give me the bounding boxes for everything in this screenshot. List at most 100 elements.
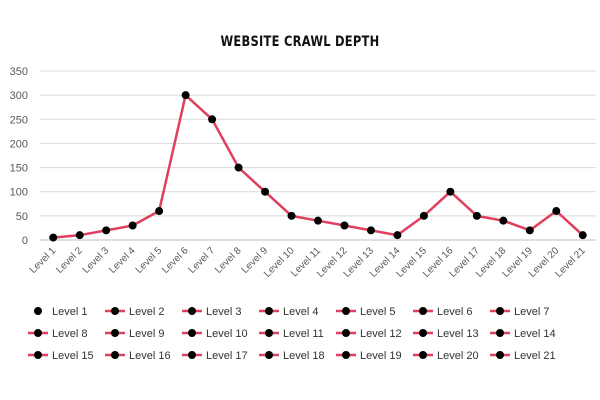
legend-swatch-marker — [419, 307, 427, 315]
legend-swatch-marker — [496, 351, 504, 359]
series-line-segment — [502, 219, 532, 232]
legend-swatch-marker — [111, 307, 119, 315]
legend-swatch-marker — [265, 307, 273, 315]
legend-label: Level 8 — [52, 328, 87, 340]
series-line-segment — [343, 224, 373, 232]
legend-swatch-marker — [188, 351, 196, 359]
y-tick-label: 300 — [10, 90, 28, 102]
legend-item: Level 8 — [28, 328, 87, 340]
legend-label: Level 7 — [514, 306, 549, 318]
legend-label: Level 1 — [52, 306, 87, 318]
legend-label: Level 18 — [283, 350, 325, 362]
y-axis-ticks: 0 50 100 150 200 250 300 350 — [10, 66, 28, 247]
legend-swatch-marker — [342, 329, 350, 337]
data-point — [525, 226, 534, 235]
data-point — [155, 207, 164, 216]
series-line-segment — [51, 233, 81, 239]
legend-swatch-marker — [419, 351, 427, 359]
legend-swatch-marker — [34, 307, 42, 315]
legend-label: Level 21 — [514, 350, 556, 362]
gridlines — [40, 70, 596, 241]
legend-item: Level 3 — [182, 306, 241, 318]
data-point — [102, 226, 111, 235]
legend-item: Level 7 — [490, 306, 549, 318]
legend-label: Level 6 — [437, 306, 472, 318]
series-line-segment — [78, 229, 108, 237]
legend-label: Level 20 — [437, 350, 479, 362]
series-line-segment — [422, 190, 452, 218]
y-tick-label: 0 — [22, 235, 28, 247]
legend-swatch-marker — [342, 307, 350, 315]
y-tick-label: 350 — [10, 66, 28, 78]
legend-label: Level 19 — [360, 350, 402, 362]
legend-item: Level 2 — [105, 306, 164, 318]
legend-swatch-marker — [496, 329, 504, 337]
series-line-segment — [396, 214, 426, 237]
series-line-segment — [316, 219, 346, 227]
data-point — [181, 91, 190, 100]
y-tick-label: 50 — [16, 211, 28, 223]
legend-swatch-marker — [265, 351, 273, 359]
series-line-segment — [290, 214, 320, 222]
x-tick-label: Level 1 — [28, 245, 59, 276]
legend-item: Level 6 — [413, 306, 472, 318]
legend-item: Level 18 — [259, 350, 325, 362]
y-tick-label: 200 — [10, 138, 28, 150]
legend-label: Level 5 — [360, 306, 395, 318]
legend-label: Level 9 — [129, 328, 164, 340]
legend-label: Level 16 — [129, 350, 171, 362]
legend-item: Level 14 — [490, 328, 556, 340]
x-tick-label: Level 21 — [553, 245, 588, 280]
data-point — [128, 221, 137, 230]
series-line-segment — [184, 93, 214, 121]
legend-label: Level 14 — [514, 328, 556, 340]
legend-label: Level 15 — [52, 350, 94, 362]
series-line-segment — [131, 209, 161, 227]
legend-label: Level 13 — [437, 328, 479, 340]
data-point — [446, 187, 455, 196]
series-line-segment — [104, 224, 134, 232]
legend: Level 1 Level 2 Level 3 Level 4 Level 5 Level… — [28, 306, 556, 362]
legend-swatch-marker — [496, 307, 504, 315]
data-point — [287, 211, 296, 220]
data-point — [340, 221, 349, 230]
data-points — [49, 91, 587, 242]
legend-label: Level 10 — [206, 328, 248, 340]
legend-swatch-marker — [188, 329, 196, 337]
data-point — [49, 233, 58, 242]
legend-label: Level 17 — [206, 350, 248, 362]
legend-swatch-marker — [111, 351, 119, 359]
y-tick-label: 100 — [10, 187, 28, 199]
data-point — [499, 216, 508, 225]
series-line-segment — [210, 118, 240, 169]
legend-label: Level 2 — [129, 306, 164, 318]
legend-swatch-marker — [342, 351, 350, 359]
data-point — [261, 187, 270, 196]
data-point — [234, 163, 243, 172]
x-tick-label: Level 4 — [107, 245, 138, 276]
legend-item: Level 12 — [336, 328, 402, 340]
series-line-segment — [555, 209, 585, 237]
data-point — [419, 211, 428, 220]
series-line-segment — [237, 166, 267, 193]
legend-label: Level 12 — [360, 328, 402, 340]
legend-swatch-marker — [34, 329, 42, 337]
legend-item: Level 15 — [28, 350, 94, 362]
series-line-segment — [157, 93, 187, 213]
legend-item: Level 17 — [182, 350, 248, 362]
legend-swatch-marker — [419, 329, 427, 337]
series-line-segment — [528, 209, 558, 232]
series-line-segment — [475, 214, 505, 222]
chart-title: WEBSITE CRAWL DEPTH — [220, 34, 380, 50]
data-point — [75, 231, 84, 240]
x-tick-label: Level 8 — [213, 245, 244, 276]
y-tick-label: 250 — [10, 114, 28, 126]
legend-item: Level 4 — [259, 306, 318, 318]
series-line-segment — [449, 190, 479, 218]
data-point — [366, 226, 375, 235]
legend-swatch-marker — [111, 329, 119, 337]
series-line-layer — [51, 93, 585, 239]
legend-item: Level 9 — [105, 328, 164, 340]
legend-item: Level 1 — [34, 306, 87, 318]
